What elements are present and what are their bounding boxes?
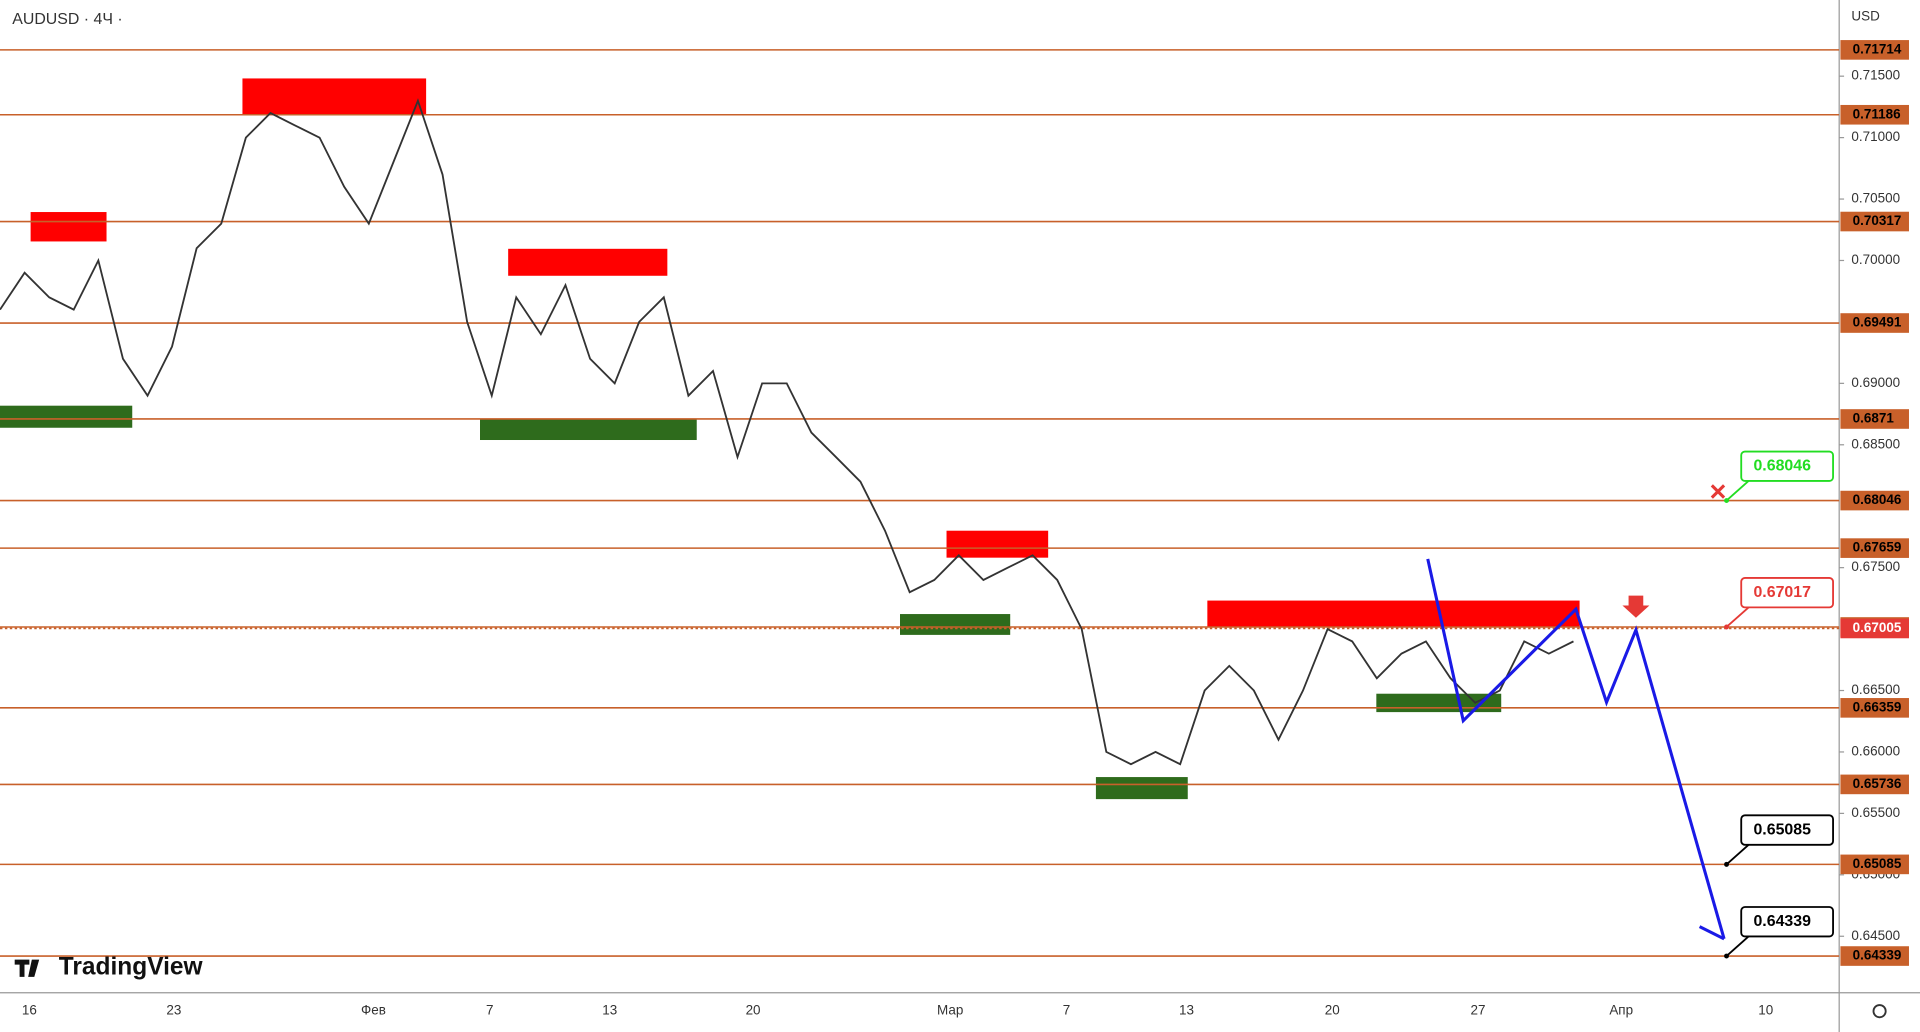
y-tick-label: 0.70000 <box>1851 252 1900 267</box>
y-tick-label: 0.66000 <box>1851 744 1900 759</box>
level-label: 0.6871 <box>1853 411 1895 426</box>
level-label-bg <box>1840 490 1909 511</box>
x-tick-label: 13 <box>1179 1003 1194 1018</box>
level-label: 0.69491 <box>1853 315 1902 330</box>
y-tick-label: 0.68500 <box>1851 436 1900 451</box>
callout-box <box>1740 906 1834 938</box>
callout-label: 0.65085 <box>1753 821 1811 838</box>
callout-anchor <box>1724 953 1729 959</box>
supply-zone <box>30 212 107 242</box>
y-tick-label: 0.64500 <box>1851 928 1900 943</box>
demand-zone <box>900 614 1011 635</box>
callout-pointer <box>1725 935 1750 957</box>
y-tick-label: 0.70500 <box>1851 191 1900 206</box>
symbol-title: AUDUSD · 4Ч · <box>12 11 122 28</box>
callout-label: 0.64339 <box>1753 913 1811 930</box>
x-tick-label: 20 <box>1325 1003 1340 1018</box>
level-label-bg <box>1840 854 1909 875</box>
y-tick-label: 0.66500 <box>1851 682 1900 697</box>
level-label: 0.70317 <box>1853 213 1902 228</box>
callout-box <box>1740 450 1834 482</box>
level-label-bg <box>1840 313 1909 333</box>
y-tick-label: 0.67500 <box>1851 559 1900 574</box>
level-label-bg <box>1840 104 1909 125</box>
x-tick-label: Фев <box>361 1003 386 1018</box>
x-tick-label: 23 <box>166 1003 181 1018</box>
level-label: 0.66359 <box>1853 699 1902 714</box>
level-label-bg <box>1840 698 1909 718</box>
level-label-bg <box>1840 774 1909 795</box>
x-tick-label: 16 <box>22 1003 37 1018</box>
projection-arrowhead <box>1698 925 1725 941</box>
x-tick-label: 27 <box>1470 1003 1485 1018</box>
current-price-bg <box>1840 618 1909 639</box>
level-label-bg <box>1840 946 1909 966</box>
callout-anchor <box>1724 624 1729 630</box>
x-tick-label: 20 <box>746 1003 761 1018</box>
level-label-bg <box>1840 40 1909 60</box>
level-label-bg <box>1840 409 1909 429</box>
callout-anchor <box>1724 498 1729 504</box>
levels <box>0 49 1840 957</box>
callout-pointer <box>1725 606 1750 628</box>
level-label-bg <box>1840 211 1909 232</box>
y-tick-label: 0.71500 <box>1851 68 1900 83</box>
x-tick-label: 10 <box>1758 1003 1773 1018</box>
series <box>0 98 1574 766</box>
demand-zone <box>480 419 697 441</box>
price-line <box>0 98 1574 766</box>
current-price-label: 0.67005 <box>1853 620 1902 635</box>
supply-zone <box>946 530 1049 558</box>
callouts: 0.68046 0.67017 0.65085 0.64339 <box>1724 450 1834 959</box>
level-label: 0.65736 <box>1853 776 1902 791</box>
supply-zone <box>508 248 668 276</box>
x-tick-label: 13 <box>602 1003 617 1018</box>
y-tick-label: 0.65500 <box>1851 805 1900 820</box>
level-label: 0.65085 <box>1853 856 1902 871</box>
y-tick-label: 0.69000 <box>1851 375 1900 390</box>
axes: 0.71500 0.71000 0.70500 0.70000 0.69000 0.685… <box>22 40 1909 1018</box>
callout-label: 0.68046 <box>1753 457 1811 474</box>
x-tick-label: 7 <box>1063 1003 1070 1018</box>
level-label: 0.67659 <box>1853 540 1902 555</box>
level-label: 0.64339 <box>1853 948 1902 963</box>
demand-zone <box>1095 777 1188 800</box>
demand-zone <box>0 405 133 428</box>
level-label: 0.71186 <box>1853 106 1901 121</box>
cross-mark <box>1710 484 1726 499</box>
y-tick-label: 0.71000 <box>1851 129 1900 144</box>
x-tick-label: Мар <box>937 1003 963 1018</box>
currency: USD <box>1851 9 1880 24</box>
x-tick-label: 7 <box>486 1003 493 1018</box>
level-label: 0.71714 <box>1853 41 1902 56</box>
callout-box <box>1740 577 1834 609</box>
level-label-bg <box>1840 538 1909 558</box>
brand: TradingView <box>59 954 204 981</box>
level-label: 0.68046 <box>1853 492 1902 507</box>
callout-box <box>1740 814 1834 846</box>
settings-icon[interactable] <box>1872 1004 1887 1019</box>
brand-logo <box>14 959 40 977</box>
callout-anchor <box>1724 861 1729 867</box>
supply-zone <box>1207 600 1580 628</box>
callout-pointer <box>1725 480 1750 502</box>
callout-pointer <box>1725 844 1750 866</box>
callout-label: 0.67017 <box>1753 584 1811 601</box>
supply-zone <box>242 78 427 116</box>
projection-path <box>1426 558 1726 940</box>
x-tick-label: Апр <box>1609 1003 1633 1018</box>
sell-arrow <box>1622 595 1650 618</box>
